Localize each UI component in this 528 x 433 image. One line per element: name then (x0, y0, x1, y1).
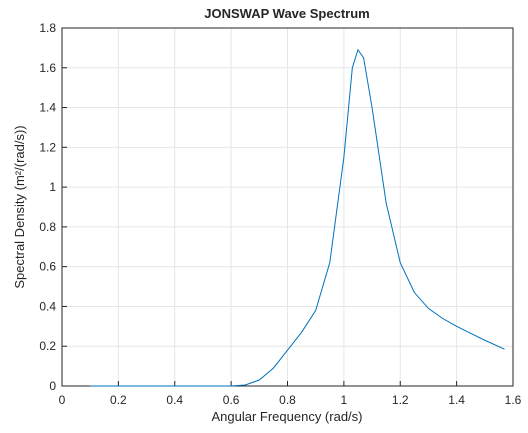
x-tick-label: 0.4 (166, 393, 183, 407)
x-axis-label: Angular Frequency (rad/s) (211, 409, 362, 424)
x-tick-label: 1.4 (448, 393, 465, 407)
y-tick-label: 1.4 (39, 101, 56, 115)
x-tick-label: 0.8 (279, 393, 296, 407)
chart-title: JONSWAP Wave Spectrum (204, 6, 369, 21)
y-tick-label: 0 (49, 379, 56, 393)
y-tick-label: 1.8 (39, 21, 56, 35)
y-axis-label: Spectral Density (m²/(rad/s)) (12, 125, 27, 288)
x-tick-label: 0 (59, 393, 66, 407)
y-tick-label: 0.2 (39, 339, 56, 353)
y-tick-label: 1.6 (39, 61, 56, 75)
y-tick-label: 1.2 (39, 140, 56, 154)
x-tick-label: 1 (341, 393, 348, 407)
line (90, 48, 505, 387)
x-tick-label: 0.6 (223, 393, 240, 407)
y-tick-label: 0.8 (39, 220, 56, 234)
x-tick-label: 0.2 (110, 393, 127, 407)
axes-box (61, 27, 514, 387)
y-tick-label: 0.6 (39, 260, 56, 274)
y-tick-label: 1 (49, 180, 56, 194)
x-tick-label: 1.6 (505, 393, 522, 407)
x-tick-label: 1.2 (392, 393, 409, 407)
y-tick-label: 0.4 (39, 299, 56, 313)
